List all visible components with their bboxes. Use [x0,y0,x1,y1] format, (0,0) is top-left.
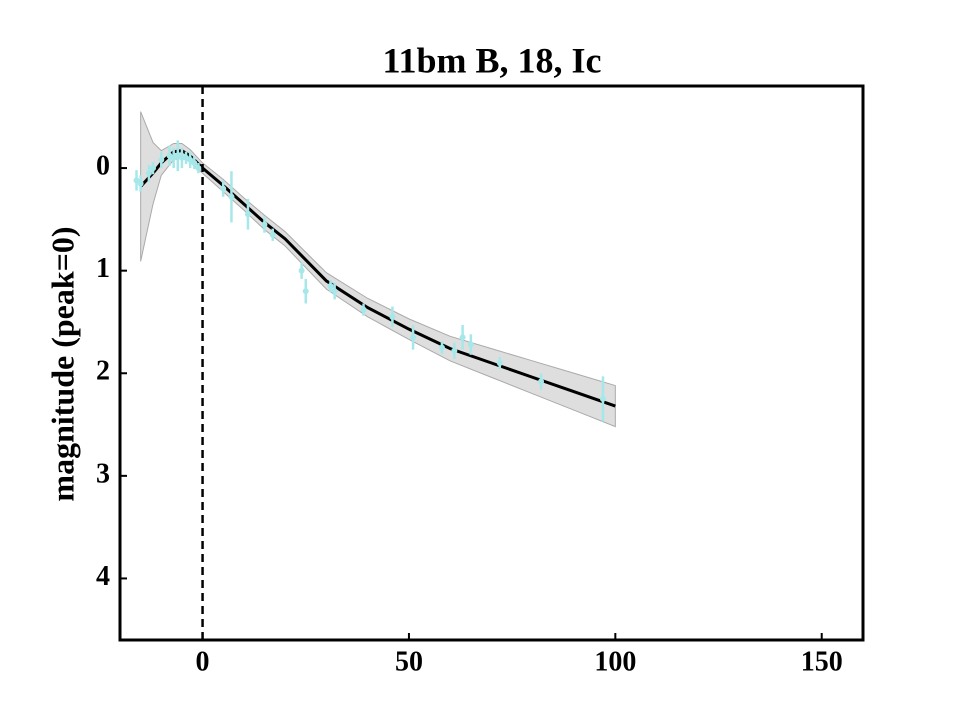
x-tick-label: 0 [196,646,210,677]
data-point [496,360,503,366]
data-point [137,180,144,187]
data-point [178,154,185,161]
data-point [261,221,268,228]
y-tick-label: 1 [96,253,110,284]
y-axis-label: magnitude (peak=0) [44,226,80,501]
chart-title: 11bm B, 18, Ic [382,40,601,80]
data-point [228,193,235,200]
data-point [244,211,251,218]
data-point [599,395,606,402]
data-point [410,334,417,341]
data-point [195,165,202,172]
y-tick-label: 0 [96,150,110,181]
x-tick-label: 150 [801,646,843,677]
data-point [459,334,466,341]
data-point [220,185,227,192]
data-point [538,378,545,385]
plot-frame [118,84,865,642]
y-tick-label: 4 [96,561,110,592]
data-point [360,306,367,313]
data-point [389,313,396,320]
data-point [331,288,338,295]
data-point [451,347,458,354]
data-point [191,159,198,166]
data-point [145,170,152,177]
x-tick-label: 50 [395,646,423,677]
data-point [150,165,157,172]
uncertainty-band [140,111,616,428]
data-point [467,341,474,348]
data-point [187,156,194,163]
x-tick-label: 100 [594,646,636,677]
data-point [133,177,140,184]
data-point [158,156,165,163]
data-point [298,267,305,274]
data-point [438,344,445,351]
data-point [269,231,276,238]
y-tick-label: 3 [96,458,110,489]
data-point [327,283,334,290]
data-point [302,288,309,295]
y-tick-label: 2 [96,356,110,387]
